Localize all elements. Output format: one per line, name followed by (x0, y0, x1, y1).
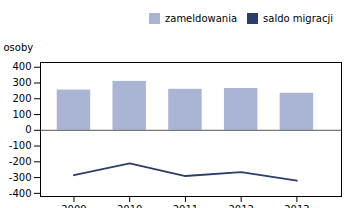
svg-text:2012: 2012 (228, 204, 253, 208)
svg-text:-200: -200 (9, 156, 32, 167)
html-text:zameldowania: zameldowania (165, 13, 238, 24)
svg-text:-100: -100 (9, 140, 32, 151)
svg-text:2009: 2009 (61, 204, 86, 208)
svg-text:2010: 2010 (117, 204, 142, 208)
svg-text:2013: 2013 (284, 204, 309, 208)
svg-text:-300: -300 (9, 172, 32, 183)
svg-text:-400: -400 (9, 188, 32, 199)
svg-text:2011: 2011 (173, 204, 198, 208)
html-text:saldo migracji: saldo migracji (263, 13, 333, 24)
svg-text:100: 100 (12, 109, 31, 120)
svg-text:osoby: osoby (4, 42, 34, 53)
svg-text:300: 300 (12, 77, 31, 88)
svg-text:400: 400 (12, 61, 31, 72)
svg-text:0: 0 (25, 124, 31, 135)
svg-text:200: 200 (12, 93, 31, 104)
